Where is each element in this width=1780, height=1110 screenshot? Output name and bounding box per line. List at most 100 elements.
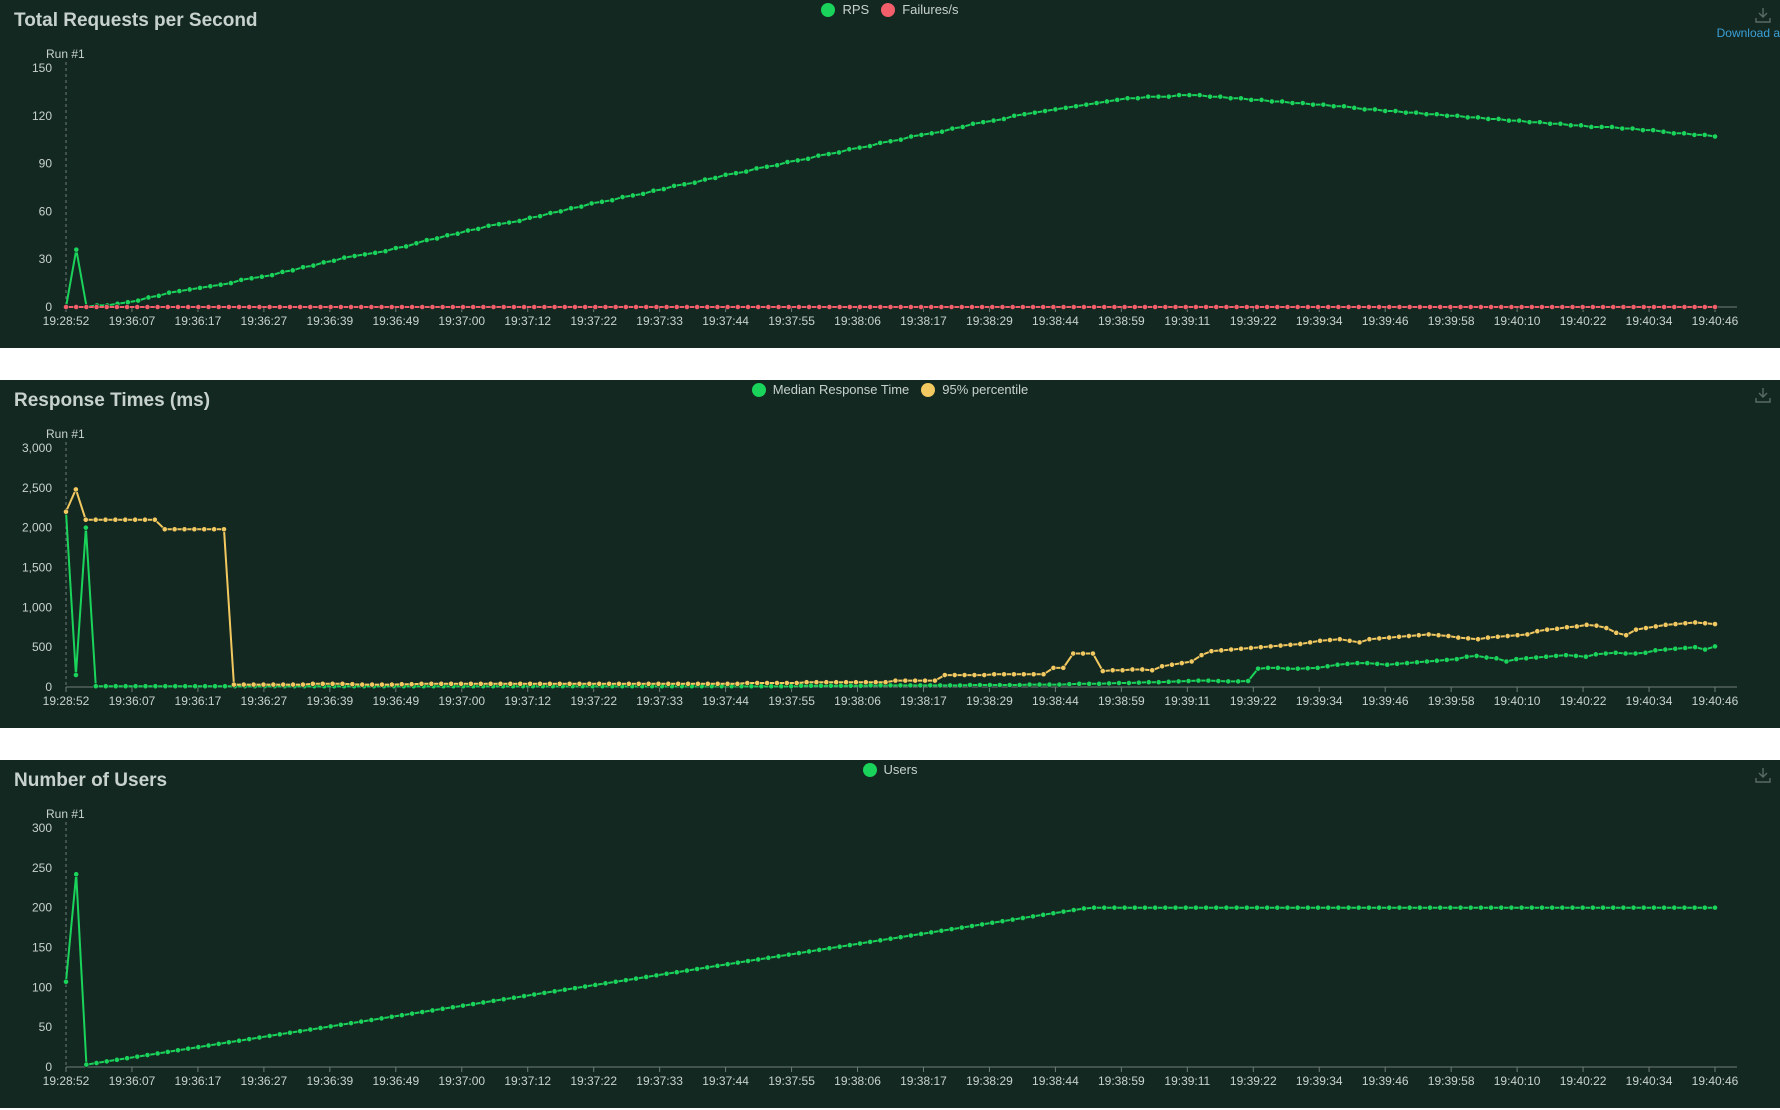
data-point: [1567, 122, 1574, 129]
data-point: [490, 997, 497, 1004]
data-point: [1672, 645, 1679, 652]
data-point: [181, 526, 188, 533]
data-point: [1009, 916, 1016, 923]
data-point: [754, 680, 761, 686]
data-point: [1682, 645, 1689, 651]
data-point: [1416, 904, 1423, 911]
data-point: [1238, 95, 1244, 102]
series-line: [65, 874, 1715, 1066]
data-point: [745, 958, 751, 964]
data-point: [928, 929, 935, 936]
data-point: [297, 304, 304, 310]
x-tick-label: 19:28:52: [43, 694, 90, 708]
y-tick-label: 250: [32, 861, 52, 875]
data-point: [1121, 904, 1128, 911]
data-point: [1549, 304, 1556, 310]
x-tick-label: 19:36:39: [306, 314, 353, 328]
download-icon[interactable]: [1754, 386, 1772, 404]
x-tick-label: 19:39:34: [1296, 314, 1343, 328]
data-point: [317, 1025, 324, 1031]
data-point: [714, 680, 721, 687]
data-point: [1198, 652, 1205, 659]
data-point: [175, 1047, 181, 1054]
data-point: [867, 939, 874, 945]
data-point: [892, 677, 899, 684]
data-point: [616, 680, 622, 687]
data-point: [1488, 304, 1494, 310]
download-link[interactable]: Download a: [1716, 26, 1780, 40]
data-point: [287, 304, 293, 310]
data-point: [142, 683, 149, 690]
data-point: [1090, 650, 1096, 657]
data-point: [578, 203, 585, 210]
data-point: [1178, 660, 1185, 666]
data-point: [83, 1061, 90, 1068]
data-point: [1495, 116, 1502, 122]
data-point: [1208, 648, 1215, 655]
data-point: [1258, 96, 1265, 103]
data-point: [256, 1034, 263, 1041]
legend-item-median[interactable]: Median Response Time: [751, 382, 909, 397]
data-point: [592, 304, 599, 310]
data-point: [1020, 671, 1027, 678]
data-point: [1640, 304, 1647, 310]
data-point: [102, 516, 109, 523]
data-point: [932, 677, 938, 684]
data-point: [439, 304, 446, 310]
data-point: [1396, 633, 1402, 640]
data-point: [113, 304, 120, 310]
data-point: [409, 1010, 415, 1017]
data-point: [775, 304, 782, 310]
data-point: [1619, 125, 1626, 132]
data-point: [684, 304, 690, 310]
x-tick-label: 19:38:59: [1098, 694, 1145, 708]
data-point: [527, 680, 533, 687]
data-point: [93, 304, 100, 310]
data-point: [238, 277, 245, 283]
data-point: [907, 932, 914, 939]
series-line: [65, 94, 1716, 309]
data-point: [1159, 663, 1165, 670]
data-point: [124, 304, 130, 310]
data-point: [596, 680, 603, 687]
x-tick-label: 19:36:49: [372, 694, 419, 708]
data-point: [1445, 633, 1452, 639]
legend-item-users[interactable]: Users: [862, 762, 918, 777]
legend-label: Users: [883, 762, 918, 777]
data-point: [714, 304, 721, 310]
data-point: [755, 304, 762, 310]
data-point: [152, 683, 159, 690]
data-point: [191, 526, 198, 533]
data-point: [774, 162, 781, 169]
data-point: [172, 683, 179, 690]
data-point: [195, 304, 202, 310]
data-point: [561, 304, 568, 310]
data-point: [1304, 904, 1311, 911]
legend-item-failures[interactable]: Failures/s: [881, 2, 959, 17]
legend-item-rps[interactable]: RPS: [821, 2, 869, 17]
data-point: [970, 120, 976, 127]
download-icon[interactable]: [1754, 6, 1772, 24]
data-point: [1275, 664, 1281, 671]
data-point: [1692, 619, 1699, 626]
data-point: [368, 304, 375, 310]
legend-dot-icon: [751, 382, 766, 397]
data-point: [633, 975, 639, 982]
y-tick-label: 3,000: [22, 441, 52, 455]
download-icon[interactable]: [1754, 766, 1772, 784]
data-point: [1473, 653, 1480, 659]
data-point: [602, 980, 609, 987]
data-point: [1701, 304, 1708, 310]
y-tick-label: 50: [39, 1020, 53, 1034]
data-point: [1523, 655, 1530, 662]
data-point: [1238, 645, 1244, 652]
data-point: [1304, 304, 1311, 310]
data-point: [142, 516, 148, 523]
data-point: [310, 262, 317, 269]
data-point: [816, 946, 823, 953]
x-tick-label: 19:37:55: [768, 694, 815, 708]
legend-item-p95[interactable]: 95% percentile: [921, 382, 1028, 397]
data-point: [1248, 645, 1254, 651]
data-point: [977, 682, 983, 688]
data-point: [300, 681, 306, 688]
